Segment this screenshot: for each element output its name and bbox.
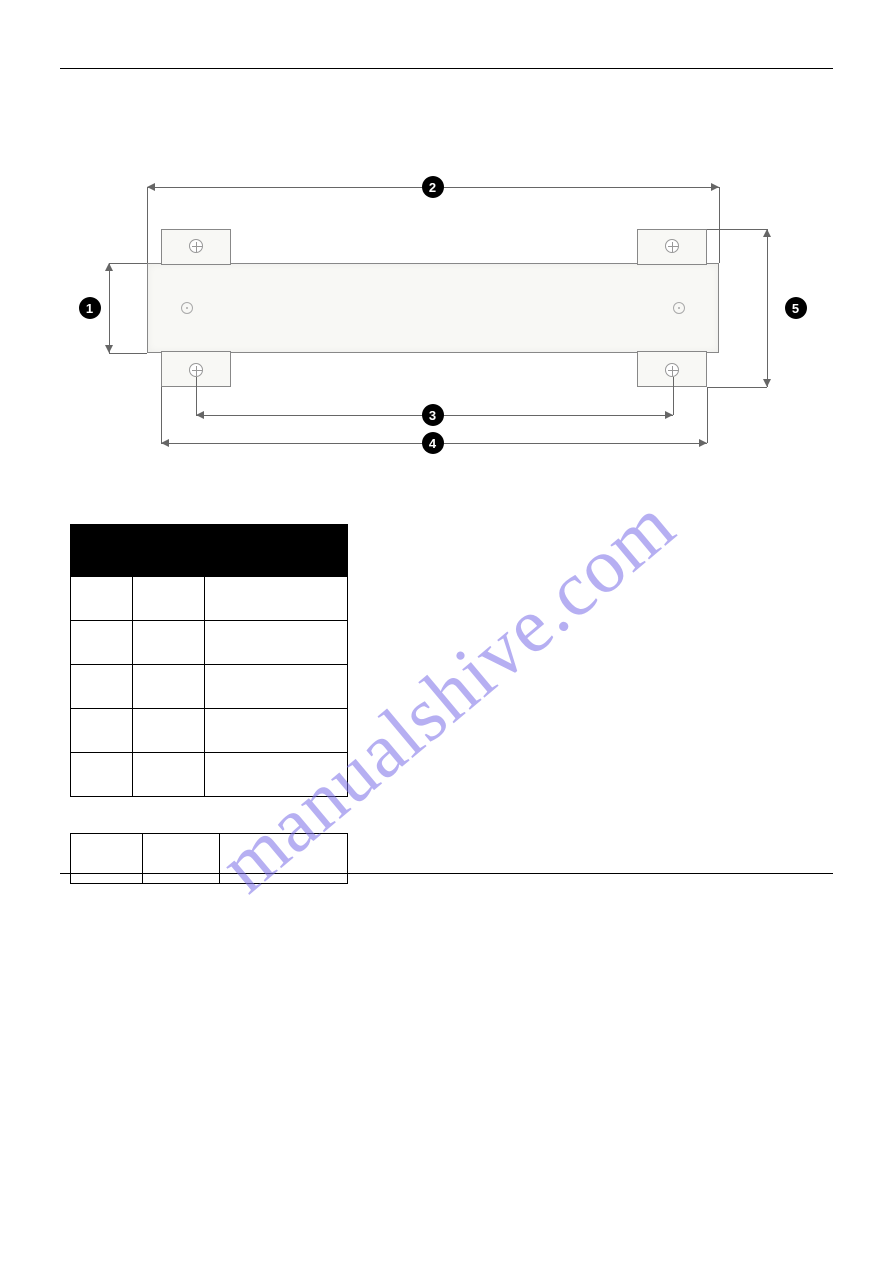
arrow-icon: [196, 411, 204, 419]
ext-line: [109, 353, 147, 354]
screw-icon: [665, 363, 679, 377]
tables-block: [70, 524, 833, 884]
ext-line: [161, 387, 162, 443]
callout-5: 5: [785, 297, 807, 319]
arrow-icon: [711, 183, 719, 191]
arrow-icon: [763, 379, 771, 387]
ext-line: [719, 187, 720, 263]
table-header: [71, 525, 348, 577]
ext-line: [707, 387, 708, 443]
ext-line: [147, 187, 148, 263]
ext-line: [707, 229, 767, 230]
table-row: [71, 753, 348, 797]
hole-icon: [673, 302, 685, 314]
secondary-table: [70, 833, 348, 884]
screw-icon: [189, 239, 203, 253]
arrow-icon: [147, 183, 155, 191]
arrow-icon: [105, 345, 113, 353]
table-row: [71, 709, 348, 753]
arrow-icon: [161, 439, 169, 447]
table-row: [71, 621, 348, 665]
hole-icon: [181, 302, 193, 314]
table-row: [71, 834, 348, 884]
dim-line-5: [767, 229, 768, 387]
callout-1: 1: [79, 297, 101, 319]
ext-line: [707, 387, 767, 388]
ext-line: [673, 377, 674, 415]
arrow-icon: [763, 229, 771, 237]
top-rule: [60, 68, 833, 69]
callout-2: 2: [422, 176, 444, 198]
dim-line-1: [109, 263, 110, 353]
callout-4: 4: [422, 432, 444, 454]
arrow-icon: [699, 439, 707, 447]
screw-icon: [189, 363, 203, 377]
bottom-rule: [60, 873, 833, 874]
dimensions-table: [70, 524, 348, 797]
arrow-icon: [665, 411, 673, 419]
arrow-icon: [105, 263, 113, 271]
table-row: [71, 577, 348, 621]
diagram-container: 2 1 5 3: [60, 159, 833, 469]
ext-line: [196, 377, 197, 415]
bar-body: [147, 263, 719, 353]
callout-3: 3: [422, 404, 444, 426]
ext-line: [109, 263, 147, 264]
table-row: [71, 665, 348, 709]
technical-diagram: 2 1 5 3: [77, 159, 817, 469]
screw-icon: [665, 239, 679, 253]
